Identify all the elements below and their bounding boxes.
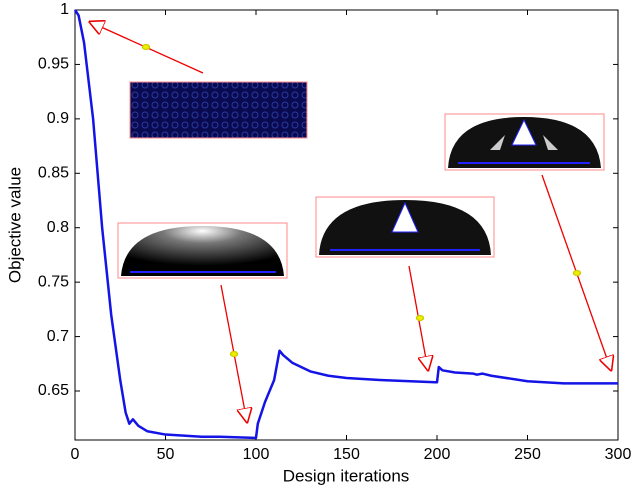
y-tick-label: 0.65	[38, 382, 69, 399]
inset-initial	[129, 81, 308, 139]
y-tick-label: 0.75	[38, 273, 69, 290]
y-tick-label: 1	[60, 1, 69, 18]
x-tick-label: 0	[71, 446, 80, 463]
inset-300	[444, 113, 605, 171]
inset-100	[117, 222, 288, 279]
y-tick-label: 0.95	[38, 56, 69, 73]
insets	[117, 81, 605, 279]
x-tick-label: 200	[424, 446, 451, 463]
y-tick-label: 0.9	[47, 110, 69, 127]
y-tick-label: 0.7	[47, 328, 69, 345]
y-tick-label: 0.8	[47, 219, 69, 236]
x-tick-label: 300	[605, 446, 632, 463]
x-tick-label: 100	[243, 446, 270, 463]
data-line	[73, 9, 618, 440]
y-axis-title: Objective value	[5, 167, 24, 283]
x-tick-label: 50	[157, 446, 175, 463]
y-tick-label: 0.85	[38, 165, 69, 182]
x-axis-title: Design iterations	[283, 466, 410, 485]
inset-200	[315, 196, 495, 258]
arrows	[90, 22, 611, 422]
x-tick-label: 250	[514, 446, 541, 463]
x-tick-label: 150	[333, 446, 360, 463]
